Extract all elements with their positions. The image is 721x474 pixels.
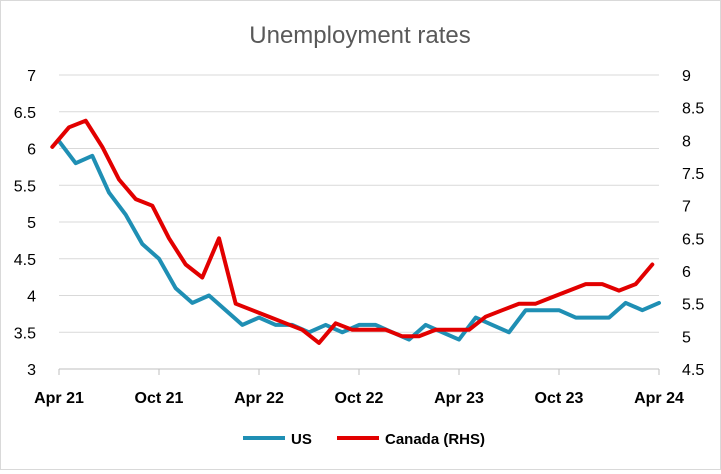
y-right-tick-label: 6: [682, 264, 691, 281]
x-tick-label: Apr 23: [434, 390, 484, 407]
y-left-tick-label: 4: [27, 289, 36, 306]
x-tick-label: Oct 21: [135, 390, 184, 407]
y-right-tick-label: 7.5: [682, 166, 704, 183]
y-right-tick-label: 6.5: [682, 231, 704, 248]
x-tick-label: Oct 22: [335, 390, 384, 407]
y-left-tick-label: 5: [27, 215, 36, 232]
y-left-tick-label: 7: [27, 68, 36, 85]
y-left-tick-label: 4.5: [14, 252, 36, 269]
y-left-tick-label: 5.5: [14, 178, 36, 195]
y-right-tick-label: 8.5: [682, 101, 704, 118]
x-tick-label: Apr 22: [234, 390, 284, 407]
y-right-tick-label: 4.5: [682, 362, 704, 379]
y-right-tick-label: 9: [682, 68, 691, 85]
y-right-tick-label: 7: [682, 199, 691, 216]
y-left-tick-label: 3.5: [14, 325, 36, 342]
y-right-tick-label: 5.5: [682, 297, 704, 314]
legend-label: Canada (RHS): [385, 431, 485, 448]
y-left-tick-label: 3: [27, 362, 36, 379]
y-left-tick-label: 6: [27, 142, 36, 159]
y-axis-left: 3 3.5 4 4.5 5 5.5 6 6.5 7: [14, 68, 36, 379]
x-tick-label: Apr 24: [634, 390, 684, 407]
y-right-tick-label: 5: [682, 329, 691, 346]
legend: US Canada (RHS): [243, 431, 485, 448]
x-tick-label: Oct 23: [535, 390, 584, 407]
chart-title: Unemployment rates: [249, 22, 470, 49]
y-left-tick-label: 6.5: [14, 105, 36, 122]
legend-label: US: [291, 431, 312, 448]
y-axis-right: 4.5 5 5.5 6 6.5 7 7.5 8 8.5 9: [682, 68, 704, 379]
x-tick-label: Apr 21: [34, 390, 84, 407]
x-axis: Apr 21 Oct 21 Apr 22 Oct 22 Apr 23 Oct 23 Apr …: [34, 369, 684, 407]
y-right-tick-label: 8: [682, 133, 691, 150]
series-line-us: [59, 141, 659, 339]
series-layer: [52, 121, 659, 343]
